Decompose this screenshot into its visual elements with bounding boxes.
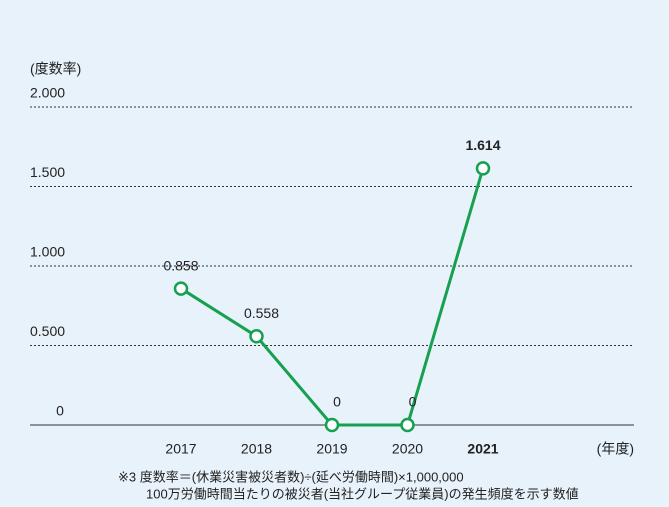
value-label: 0: [333, 394, 341, 410]
value-label: 0.558: [244, 305, 279, 321]
value-label: 0.858: [163, 257, 198, 273]
x-axis-label: (年度): [597, 441, 634, 457]
y-tick-label: 0.500: [30, 323, 65, 339]
x-tick-label: 2021: [467, 441, 498, 457]
y-tick-label: 0: [56, 403, 64, 419]
x-tick-label: 2017: [165, 441, 196, 457]
y-tick-label: 1.500: [30, 164, 65, 180]
marker: [249, 329, 264, 344]
marker: [173, 281, 189, 296]
x-tick-label: 2018: [241, 441, 272, 457]
footnote: ※3 度数率＝(休業災害被災者数)÷(延べ労働時間)×1,000,000: [118, 469, 464, 484]
x-tick-label: 2019: [316, 441, 347, 457]
y-tick-label: 2.000: [30, 85, 65, 101]
marker: [324, 417, 340, 433]
value-label: 0: [409, 394, 417, 410]
x-tick-label: 2020: [392, 441, 423, 457]
y-axis-label: (度数率): [30, 61, 81, 77]
value-label: 1.614: [465, 137, 500, 153]
marker: [475, 161, 491, 176]
footnote: 100万労働時間当たりの被災者(当社グループ従業員)の発生頻度を示す数値: [146, 486, 579, 501]
y-tick-label: 1.000: [30, 244, 65, 260]
marker: [400, 417, 415, 433]
